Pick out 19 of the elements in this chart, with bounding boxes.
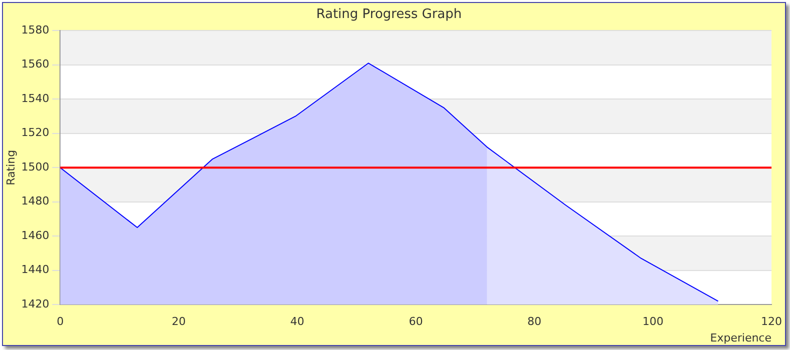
y-tick-label: 1580: [21, 23, 50, 36]
x-tick-label: 20: [172, 315, 186, 328]
chart-title: Rating Progress Graph: [316, 7, 462, 22]
x-tick-label: 120: [761, 315, 782, 328]
y-tick-label: 1440: [21, 263, 50, 276]
x-tick-label: 60: [408, 315, 423, 328]
y-tick-label: 1460: [21, 228, 50, 242]
y-tick-label: 1560: [21, 58, 50, 71]
y-tick-label: 1480: [21, 194, 50, 208]
x-tick-label: 40: [290, 315, 304, 328]
y-tick-label: 1520: [21, 126, 50, 140]
x-tick-label: 80: [527, 315, 542, 328]
y-tick-label: 1420: [21, 297, 50, 310]
y-tick-label: 1500: [21, 160, 50, 174]
x-tick-label: 0: [56, 315, 64, 328]
x-tick-label: 100: [642, 315, 664, 328]
y-axis-title: Rating: [4, 150, 18, 186]
y-tick-label: 1540: [21, 92, 50, 105]
x-axis-title: Experience: [710, 331, 772, 344]
